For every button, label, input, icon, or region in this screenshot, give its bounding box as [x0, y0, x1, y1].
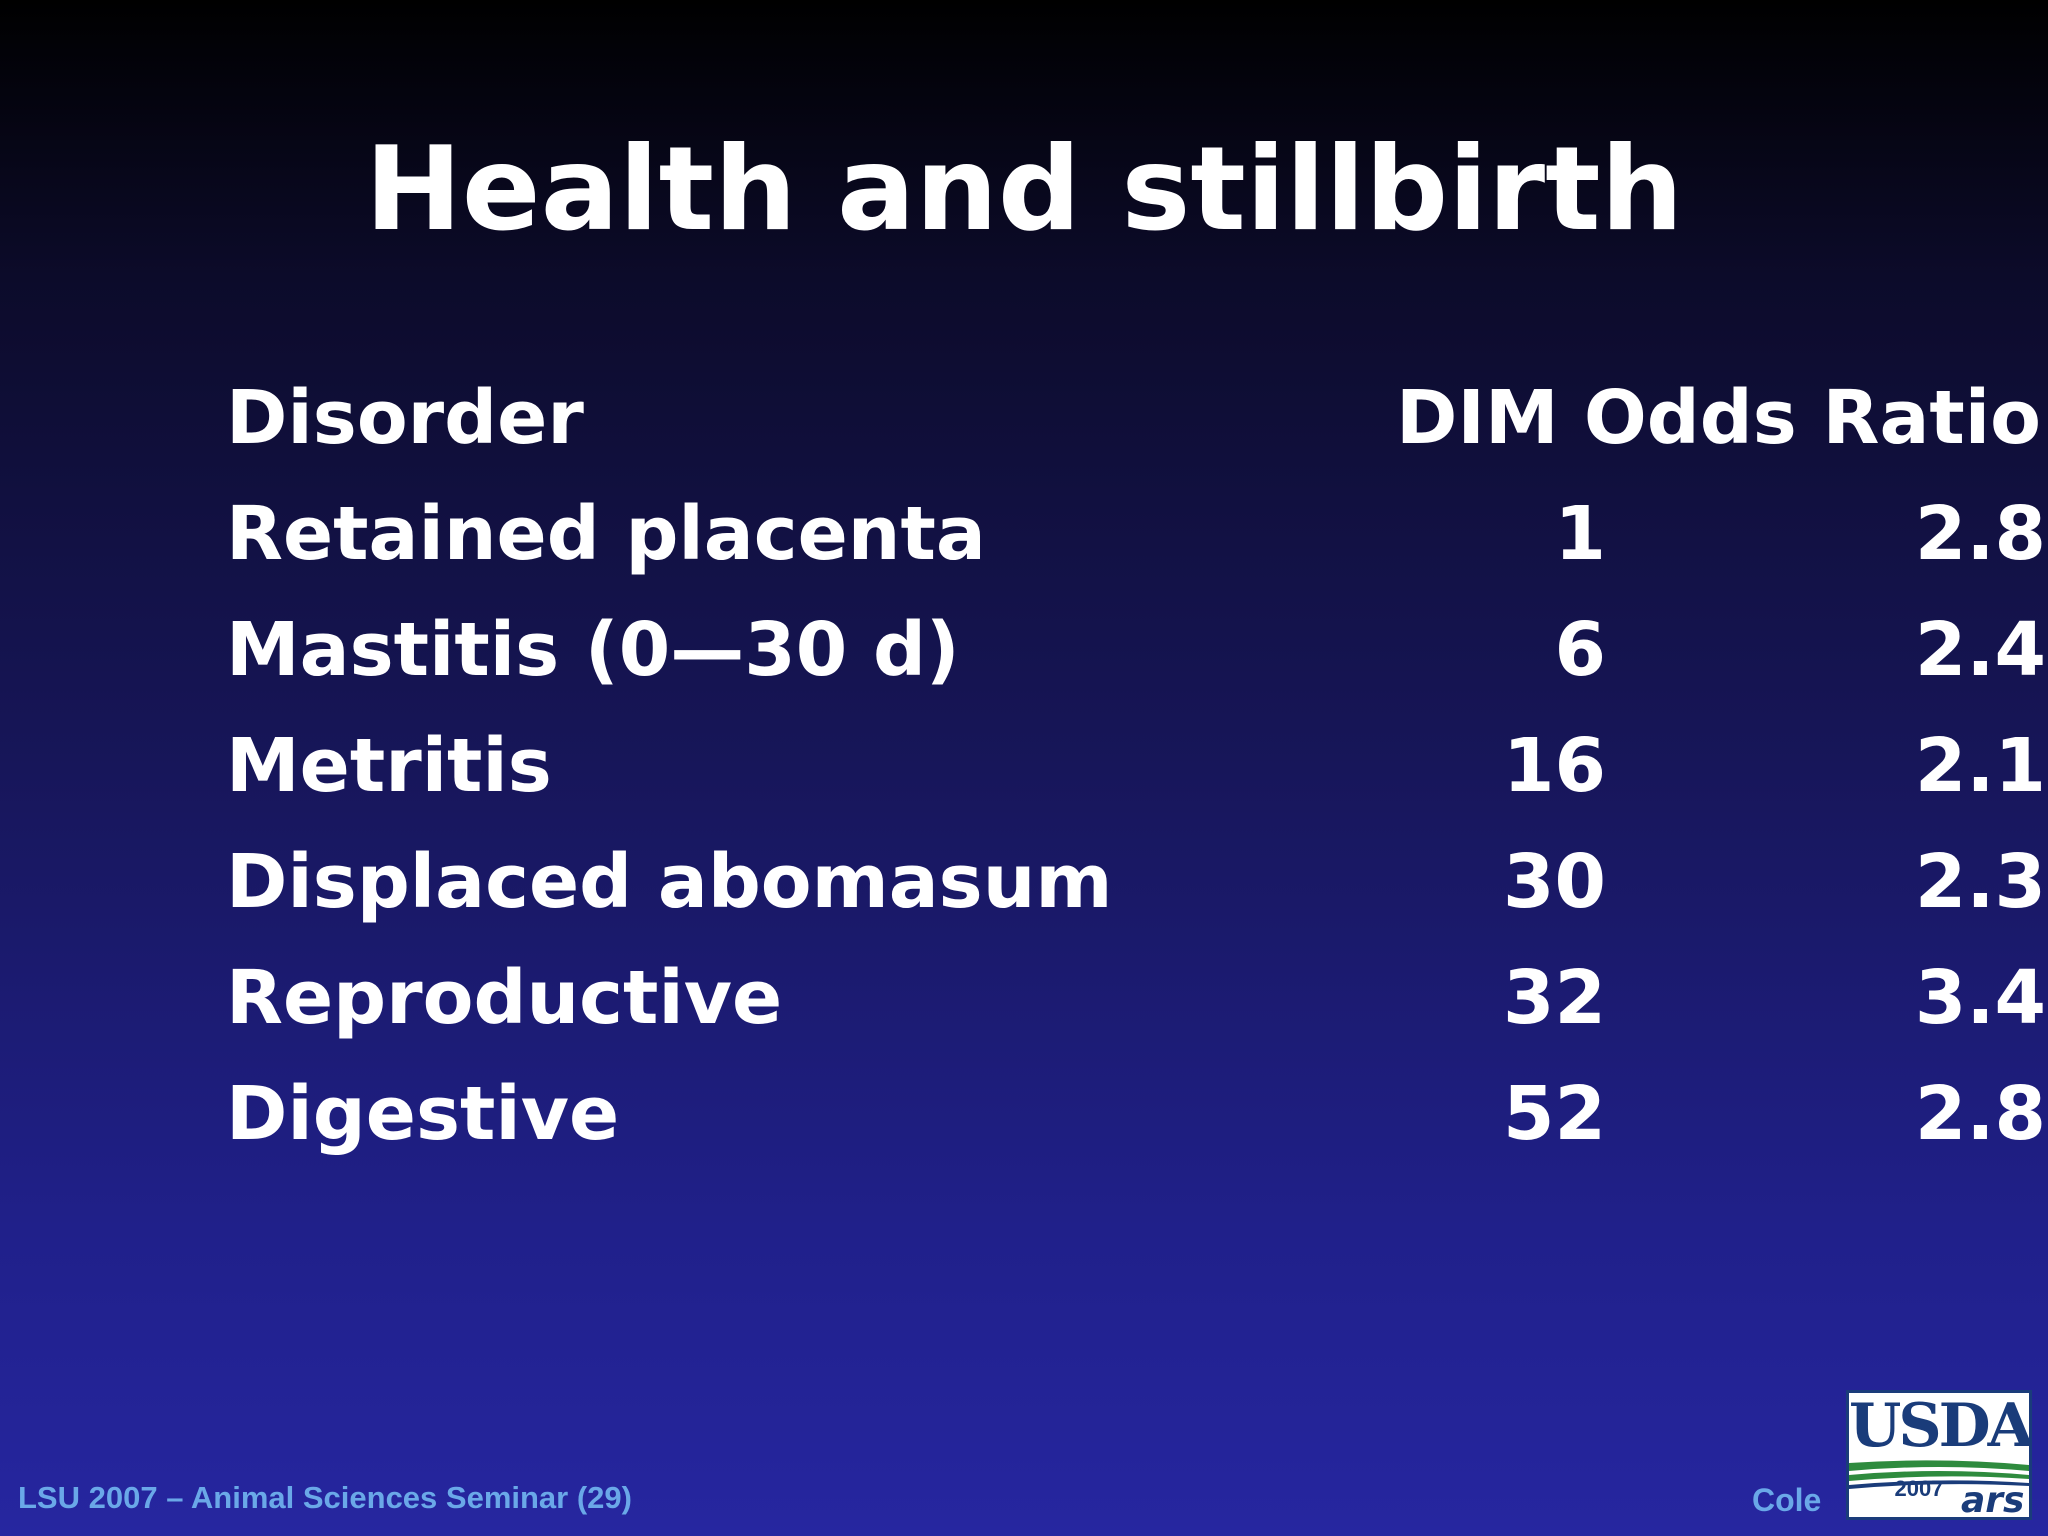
table-row: Metritis 16 2.1 — [226, 708, 2046, 824]
header-odds-ratio: Odds Ratio — [1583, 375, 2041, 461]
odds-ratio-cell: 2.3 — [1914, 839, 2046, 925]
dim-cell: 30 — [1503, 839, 1606, 925]
disorder-cell: Metritis — [226, 723, 552, 809]
logo-year-text: 2007 — [1894, 1476, 1944, 1501]
table-row: Displaced abomasum 30 2.3 — [226, 824, 2046, 940]
table-row: Retained placenta 1 2.8 — [226, 476, 2046, 592]
usda-field-icon — [1849, 1460, 2029, 1489]
dim-cell: 1 — [1554, 491, 1607, 577]
disorder-cell: Retained placenta — [226, 491, 986, 577]
header-disorder: Disorder — [226, 375, 584, 461]
dim-cell: 52 — [1503, 1071, 1606, 1157]
disorder-cell: Mastitis (0—30 d) — [226, 607, 960, 693]
table-row: Reproductive 32 3.4 — [226, 940, 2046, 1056]
disorder-table: Disorder DIM Odds Ratio Retained placent… — [226, 360, 2046, 1172]
disorder-cell: Reproductive — [226, 955, 783, 1041]
table-row: Digestive 52 2.8 — [226, 1056, 2046, 1172]
header-dim: DIM — [1396, 375, 1559, 461]
odds-ratio-cell: 2.4 — [1914, 607, 2046, 693]
odds-ratio-cell: 2.1 — [1914, 723, 2046, 809]
disorder-cell: Displaced abomasum — [226, 839, 1113, 925]
table-row: Mastitis (0—30 d) 6 2.4 — [226, 592, 2046, 708]
dim-cell: 32 — [1503, 955, 1606, 1041]
footer-author-label: Cole — [1752, 1482, 1822, 1518]
disorder-cell: Digestive — [226, 1071, 620, 1157]
slide-title: Health and stillbirth — [364, 122, 1684, 257]
usda-logo-text: USDA — [1849, 1391, 2032, 1461]
table-header-row: Disorder DIM Odds Ratio — [226, 360, 2041, 476]
usda-ars-logo: USDA 2007 ars — [1846, 1390, 2032, 1520]
footer-event-label: LSU 2007 – Animal Sciences Seminar (29) — [18, 1480, 632, 1515]
ars-logo-text: ars — [1961, 1480, 2025, 1520]
dim-cell: 16 — [1503, 723, 1606, 809]
odds-ratio-cell: 2.8 — [1914, 491, 2046, 577]
dim-cell: 6 — [1554, 607, 1607, 693]
odds-ratio-cell: 2.8 — [1914, 1071, 2046, 1157]
odds-ratio-cell: 3.4 — [1914, 955, 2046, 1041]
